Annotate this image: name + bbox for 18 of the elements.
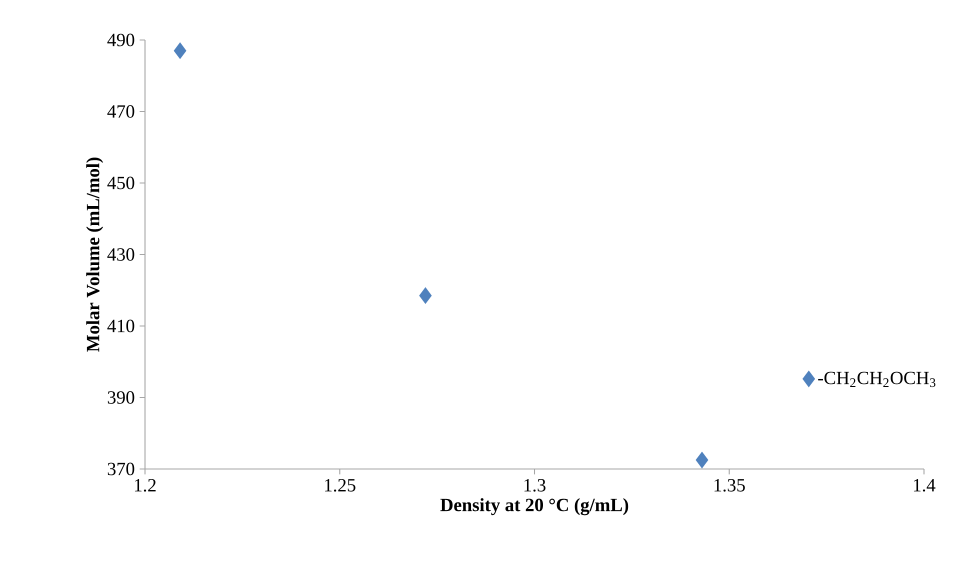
x-tick-label: 1.4 <box>914 479 936 492</box>
legend-label: -CH$_{2}$CH$_{2}$OCH$_{3}$ <box>818 372 936 388</box>
y-tick-label: 430 <box>107 248 134 261</box>
y-tick-label: 410 <box>107 320 134 332</box>
x-tick-label: 1.35 <box>714 479 745 492</box>
y-tick-label: 450 <box>107 176 134 190</box>
y-tick-label: 490 <box>107 34 134 46</box>
point <box>419 287 432 304</box>
x-tick-label: 1.25 <box>325 479 356 492</box>
y-tick-label: 470 <box>107 105 134 118</box>
x-axis-title: Density at 20 °C (g/mL) <box>440 498 628 516</box>
x-tick-label: 1.3 <box>524 479 546 492</box>
y-tick-label: 390 <box>108 391 134 404</box>
y-axis-title: Molar Volume (mL/mol) <box>86 158 104 352</box>
x-tick-label: 1.2 <box>134 479 156 492</box>
y-tick-label: 370 <box>108 462 134 476</box>
point <box>696 452 708 468</box>
point <box>174 42 186 59</box>
